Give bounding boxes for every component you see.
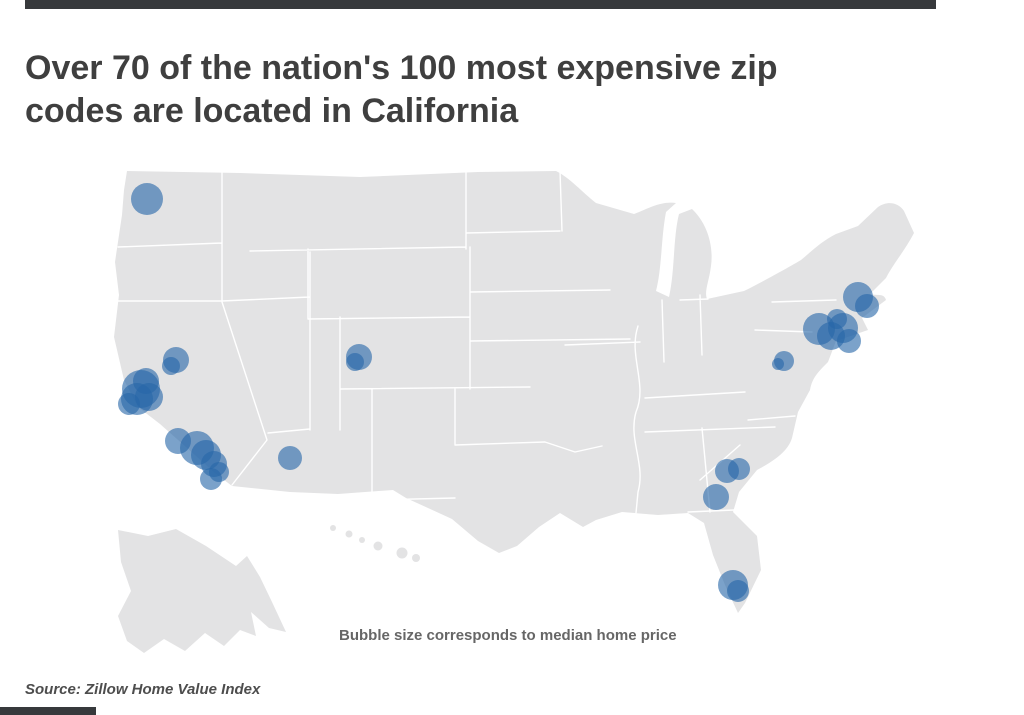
bubble-los-angeles-area <box>200 468 222 490</box>
bubble-new-york-city-area <box>827 309 847 329</box>
bubble-boston-area <box>855 294 879 318</box>
bubble-south-carolina-coast <box>728 458 750 480</box>
bubble-puget-sound <box>131 183 163 215</box>
hawaii-islands <box>330 525 420 562</box>
chart-title-line2: codes are located in California <box>25 91 519 130</box>
bubble-san-francisco-bay-area <box>133 368 159 394</box>
source-credit: Source: Zillow Home Value Index <box>25 681 261 698</box>
bubble-georgia-coast <box>703 484 729 510</box>
bubble-washington-dc-area <box>772 358 784 370</box>
chart-title-line1: Over 70 of the nation's 100 most expensi… <box>25 48 778 87</box>
bubble-size-note: Bubble size corresponds to median home p… <box>339 627 677 644</box>
bubble-colorado-rockies <box>346 353 364 371</box>
bubble-lake-tahoe <box>162 357 180 375</box>
bottom-edge-bar <box>0 707 96 715</box>
us-mainland-shape <box>114 171 914 613</box>
bubble-arizona <box>278 446 302 470</box>
bubble-south-florida <box>727 580 749 602</box>
alaska-shape <box>118 529 286 653</box>
home-price-bubbles <box>118 183 879 602</box>
chart-title: Over 70 of the nation's 100 most expensi… <box>25 47 965 133</box>
bubble-new-york-city-area <box>837 329 861 353</box>
basemap <box>112 170 914 653</box>
top-edge-bar <box>25 0 936 9</box>
bubble-san-francisco-bay-area <box>118 393 140 415</box>
